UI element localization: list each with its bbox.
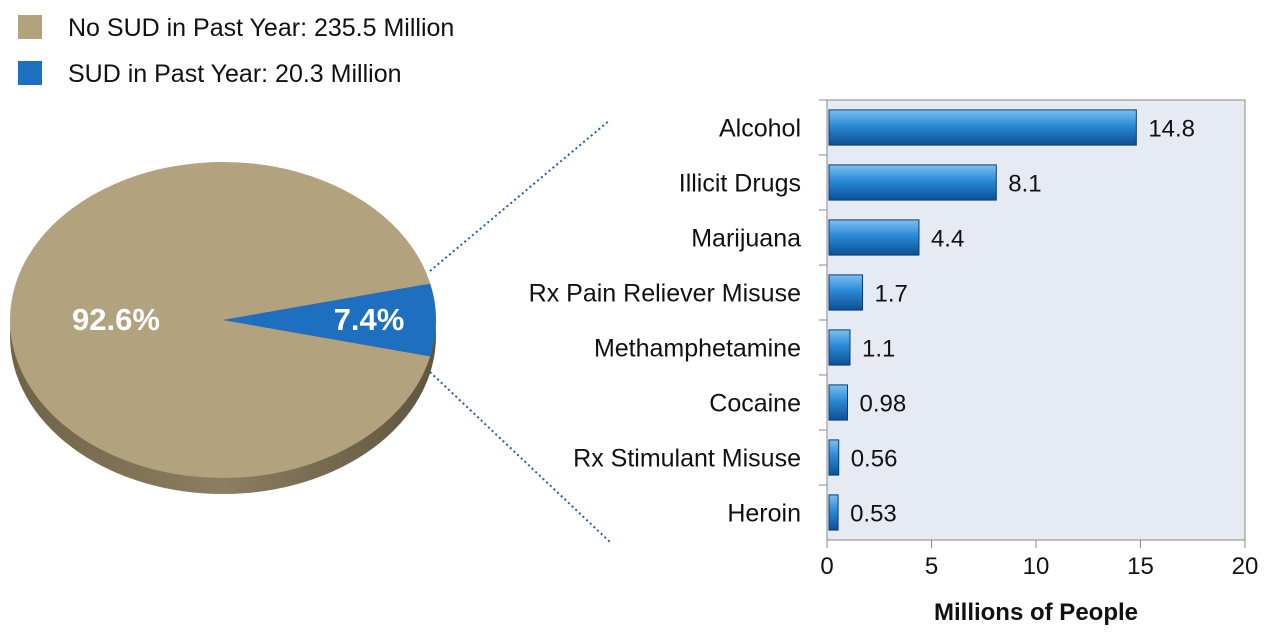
category-label: Alcohol	[719, 115, 801, 143]
bar-rx-stimulant-misuse	[828, 439, 840, 476]
bar-methamphetamine	[828, 329, 851, 366]
pie-label-sud: 7.4%	[334, 302, 405, 337]
legend-label-no-sud: No SUD in Past Year: 235.5 Million	[68, 14, 454, 42]
pie-slice-no-sud	[10, 161, 431, 478]
bar-illicit-drugs	[828, 164, 997, 201]
bar-chart: 14.8 8.1 4.4 1.7 1.1 0.98 0.56 0.53 Alcohol Illi…	[529, 99, 1259, 626]
legend-label-sud: SUD in Past Year: 20.3 Million	[68, 60, 402, 88]
category-label: Methamphetamine	[594, 335, 801, 363]
pie-chart: 92.6% 7.4%	[10, 161, 437, 494]
bar-rx-pain-reliever-misuse	[828, 274, 864, 311]
category-label: Rx Stimulant Misuse	[573, 445, 801, 473]
bar-value-label: 14.8	[1148, 116, 1195, 143]
pie-label-no-sud: 92.6%	[72, 302, 160, 337]
bar-value-label: 4.4	[931, 226, 964, 253]
bar-value-label: 8.1	[1008, 171, 1041, 198]
bar-value-label: 0.53	[850, 501, 897, 528]
legend: No SUD in Past Year: 235.5 Million SUD i…	[18, 14, 454, 88]
bar-cocaine	[828, 384, 848, 421]
connector-line-top	[429, 119, 611, 272]
legend-swatch-no-sud	[18, 15, 42, 39]
x-axis-tick-label: 15	[1127, 553, 1154, 580]
pie-slice-sud	[223, 283, 437, 357]
x-axis-tick-label: 0	[820, 553, 833, 580]
x-axis-tick-label: 20	[1232, 553, 1259, 580]
connector-line-bottom	[429, 371, 611, 543]
x-axis-title: Millions of People	[934, 599, 1138, 626]
bar-value-label: 0.98	[859, 391, 906, 418]
category-label: Marijuana	[691, 225, 801, 253]
category-label: Illicit Drugs	[679, 170, 801, 198]
x-axis-tick-label: 5	[925, 553, 938, 580]
category-label: Cocaine	[709, 390, 801, 418]
bar-value-label: 1.7	[875, 281, 908, 308]
bar-value-label: 1.1	[862, 336, 895, 363]
category-label: Heroin	[727, 500, 801, 528]
bar-value-label: 0.56	[851, 446, 898, 473]
bar-alcohol	[828, 109, 1137, 146]
x-axis-tick-label: 10	[1023, 553, 1050, 580]
bar-heroin	[828, 494, 839, 531]
category-label: Rx Pain Reliever Misuse	[529, 280, 801, 308]
legend-swatch-sud	[18, 61, 42, 85]
bar-marijuana	[828, 219, 920, 256]
